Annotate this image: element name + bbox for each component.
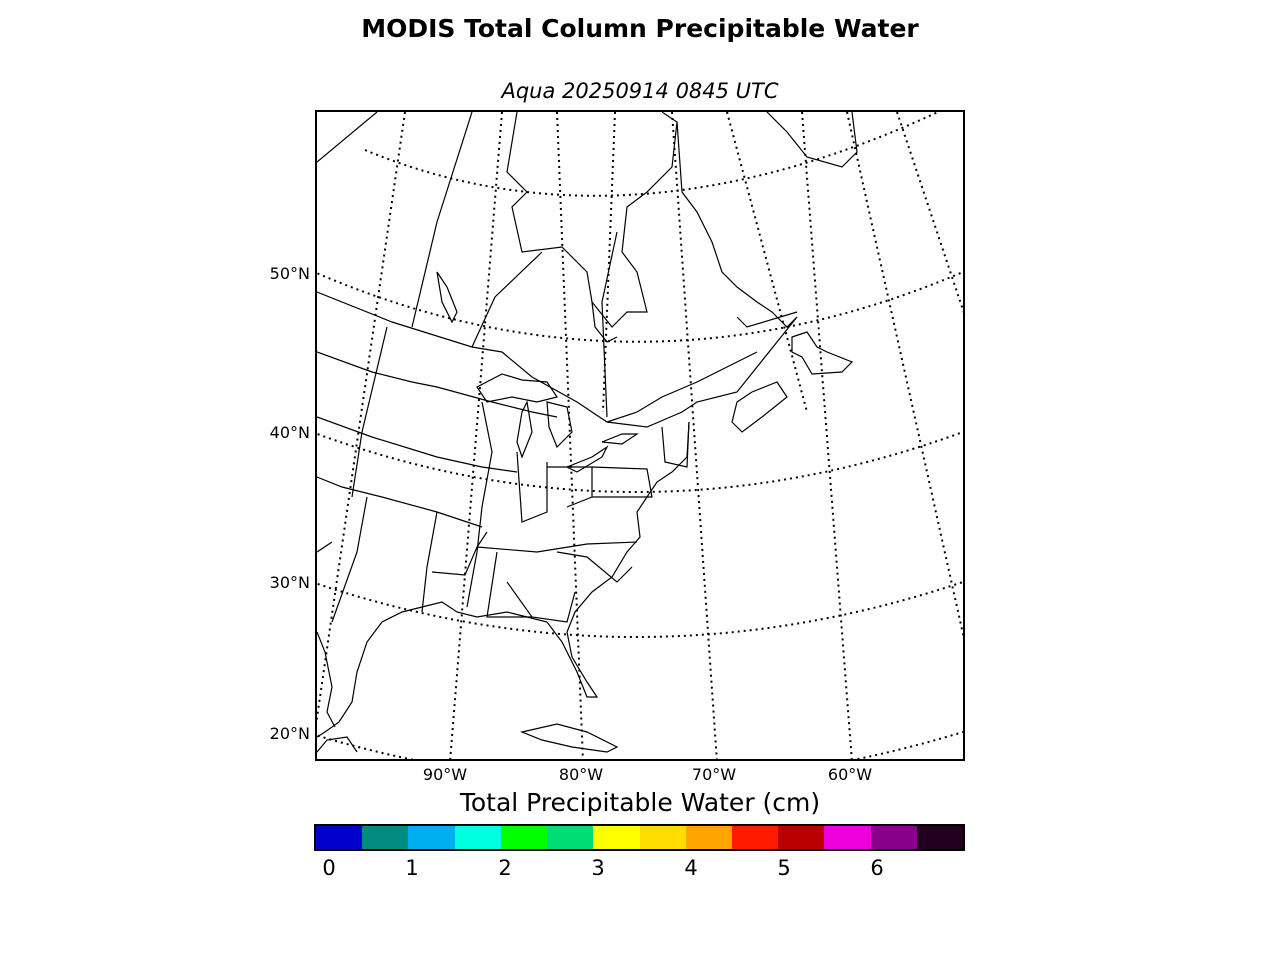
colorbar-tick-label: 3 [591, 856, 605, 880]
nova-scotia-coast [731, 381, 788, 433]
colorbar-swatch [731, 826, 779, 849]
meridian-70w [671, 112, 718, 759]
parallel-40n [317, 431, 963, 493]
great-lakes-erie [565, 445, 609, 473]
lon-label-60w: 60°W [827, 765, 873, 784]
colorbar-tick-label: 6 [870, 856, 884, 880]
lake-winnipeg [436, 271, 458, 324]
us-states-alabama [486, 551, 532, 618]
colorbar-swatch [316, 826, 363, 849]
coastlines [317, 112, 858, 753]
james-bay-coast [591, 301, 618, 343]
figure-subtitle: Aqua 20250914 0845 UTC [501, 79, 779, 103]
parallel-55n [364, 112, 941, 197]
great-lakes-ontario [601, 433, 639, 445]
lon-label-80w: 80°W [558, 765, 604, 784]
parallel-20n [317, 731, 963, 759]
us-states-west [317, 351, 558, 418]
colorbar-swatch [870, 826, 917, 849]
greenland-coast [766, 112, 858, 168]
great-lakes-superior [476, 373, 558, 403]
political-borders [317, 112, 798, 623]
meridian-100w [317, 112, 406, 725]
figure-title: MODIS Total Column Precipitable Water [361, 14, 919, 43]
us-states-midwest [516, 451, 548, 523]
yucatan-coast [317, 736, 358, 753]
us-east-coast [526, 421, 690, 698]
newfoundland-coast [791, 331, 854, 375]
gulf-coast [317, 601, 528, 738]
alberta-saskatchewan-border [317, 112, 378, 163]
graticule-meridians [317, 112, 963, 759]
meridian-80w [556, 112, 584, 759]
colorbar-swatch [593, 826, 640, 849]
great-lakes-michigan [516, 400, 533, 459]
colorbar-swatch [685, 826, 732, 849]
colorbar-swatch [778, 826, 825, 849]
us-states-central-a [317, 416, 518, 473]
lat-label-50n: 50°N [269, 264, 310, 283]
colorbar-swatch [547, 826, 594, 849]
colorbar-swatch [500, 826, 548, 849]
us-states-ohio [547, 466, 593, 508]
labrador-coast [676, 121, 798, 328]
colorbar-swatch [824, 826, 871, 849]
lon-label-90w: 90°W [422, 765, 468, 784]
meridian-60w [801, 112, 853, 759]
colorbar [314, 824, 965, 851]
colorbar-swatch [639, 826, 686, 849]
us-states-dakotas [351, 326, 388, 498]
meridian-55w [846, 112, 963, 639]
parallel-30n [317, 581, 963, 638]
colorbar-swatch [408, 826, 455, 849]
us-states-central-b [317, 476, 483, 528]
parallel-50n [317, 271, 963, 343]
great-lakes-huron [546, 401, 573, 449]
colorbar-tick-label: 4 [684, 856, 698, 880]
colorbar-swatch [362, 826, 409, 849]
meridian-65w [726, 112, 808, 413]
us-states-south-b [476, 541, 638, 553]
us-states-south-c [431, 531, 488, 576]
meridian-90w [449, 112, 503, 759]
lon-label-70w: 70°W [691, 765, 737, 784]
us-states-mississippi [466, 401, 493, 608]
colorbar-swatch [916, 826, 964, 849]
us-states-carolinas [556, 551, 633, 583]
us-mexico-border [317, 541, 333, 553]
saskatchewan-manitoba-border [411, 112, 473, 328]
lat-label-30n: 30°N [269, 573, 310, 592]
map-panel [315, 110, 965, 761]
colorbar-label: Total Precipitable Water (cm) [459, 788, 821, 817]
cuba-coast [519, 723, 619, 753]
us-canada-border [317, 291, 798, 428]
graticule-latitudes [317, 112, 963, 759]
us-states-pennsylvania [591, 466, 653, 498]
mexico-coast [317, 631, 336, 728]
colorbar-tick-label: 2 [498, 856, 512, 880]
colorbar-tick-label: 1 [405, 856, 419, 880]
colorbar-swatch [454, 826, 501, 849]
meridian-50w [896, 112, 963, 314]
quebec-ontario-border [601, 231, 618, 418]
meridian-75w [602, 112, 616, 413]
us-states-new-england [661, 421, 690, 468]
labrador-quebec-border [736, 311, 798, 328]
map-canvas [317, 112, 963, 759]
us-states-central-c [331, 496, 368, 623]
manitoba-ontario-border [471, 251, 543, 348]
us-states-georgia [506, 581, 576, 623]
us-states-south-a [421, 511, 438, 613]
lat-label-40n: 40°N [269, 423, 310, 442]
hudson-bay-coast [506, 112, 678, 328]
gulf-stlawrence-coast [606, 351, 758, 423]
colorbar-tick-label: 0 [322, 856, 336, 880]
lat-label-20n: 20°N [269, 724, 310, 743]
colorbar-tick-label: 5 [777, 856, 791, 880]
